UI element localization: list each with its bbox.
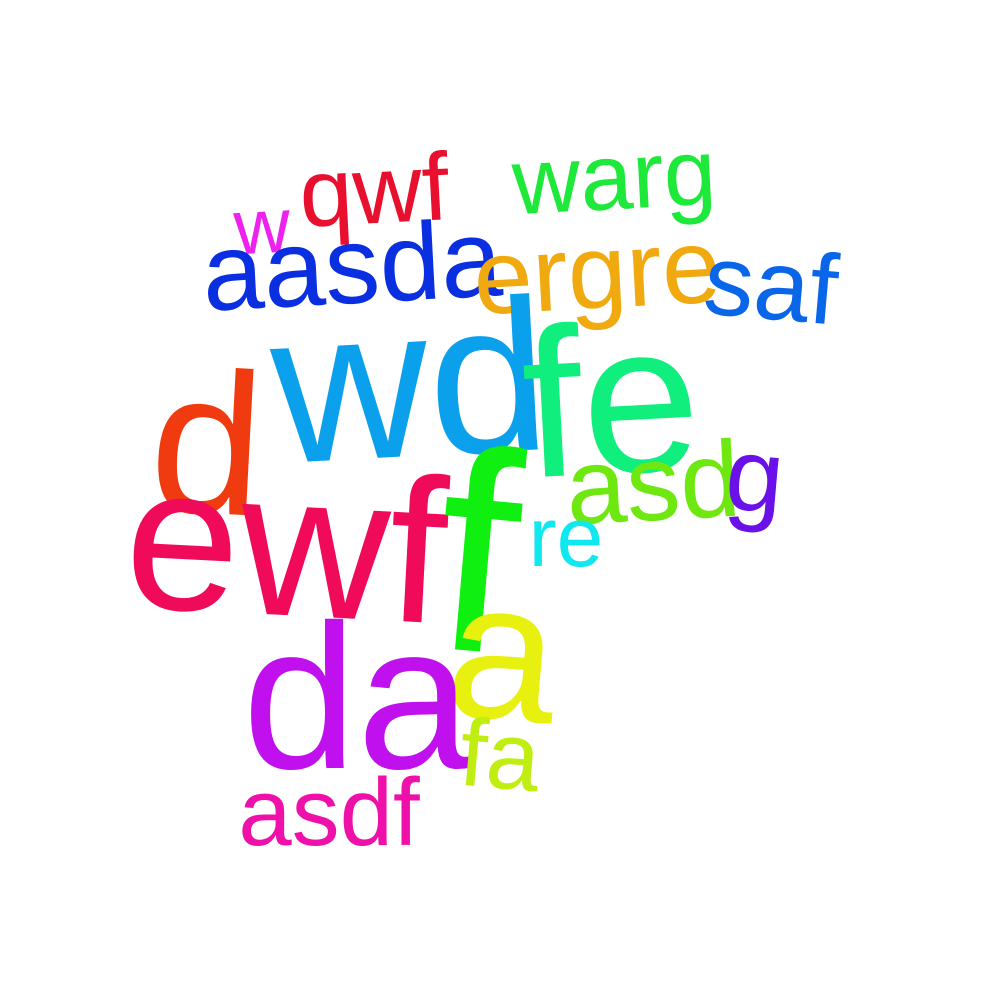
word-re: re (528, 490, 604, 584)
word-asdf: asdf (238, 759, 420, 866)
word-g: g (721, 415, 789, 537)
word-da: da (242, 582, 472, 812)
word-saf: saf (699, 223, 843, 347)
word-fa: fa (455, 698, 545, 813)
